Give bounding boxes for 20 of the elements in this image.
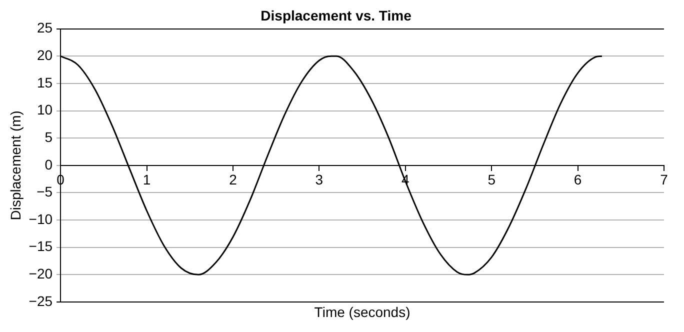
x-tick-label: 5 <box>488 172 496 188</box>
x-tick-label: 3 <box>315 172 324 188</box>
y-tick-label: 10 <box>36 102 53 118</box>
y-tick-label: −20 <box>28 266 53 282</box>
chart-title: Displacement vs. Time <box>260 7 412 24</box>
y-axis-title: Displacement (m) <box>7 110 24 220</box>
y-tick-label: 0 <box>44 156 53 172</box>
x-tick-label: 1 <box>142 172 151 188</box>
y-tick-label: −15 <box>28 238 53 254</box>
x-tick-label: 6 <box>574 172 582 188</box>
x-axis-title: Time (seconds) <box>314 304 410 320</box>
x-tick-label: 2 <box>229 172 238 188</box>
y-tick-label: 25 <box>36 20 53 36</box>
y-tick-label: −25 <box>28 292 53 309</box>
y-tick-label: 20 <box>36 46 53 63</box>
y-tick-label: 5 <box>44 128 53 145</box>
y-tick-label: −10 <box>28 210 53 227</box>
x-tick-label: 7 <box>660 172 668 188</box>
y-tick-label: 15 <box>36 74 53 90</box>
y-tick-label: −5 <box>36 184 53 200</box>
